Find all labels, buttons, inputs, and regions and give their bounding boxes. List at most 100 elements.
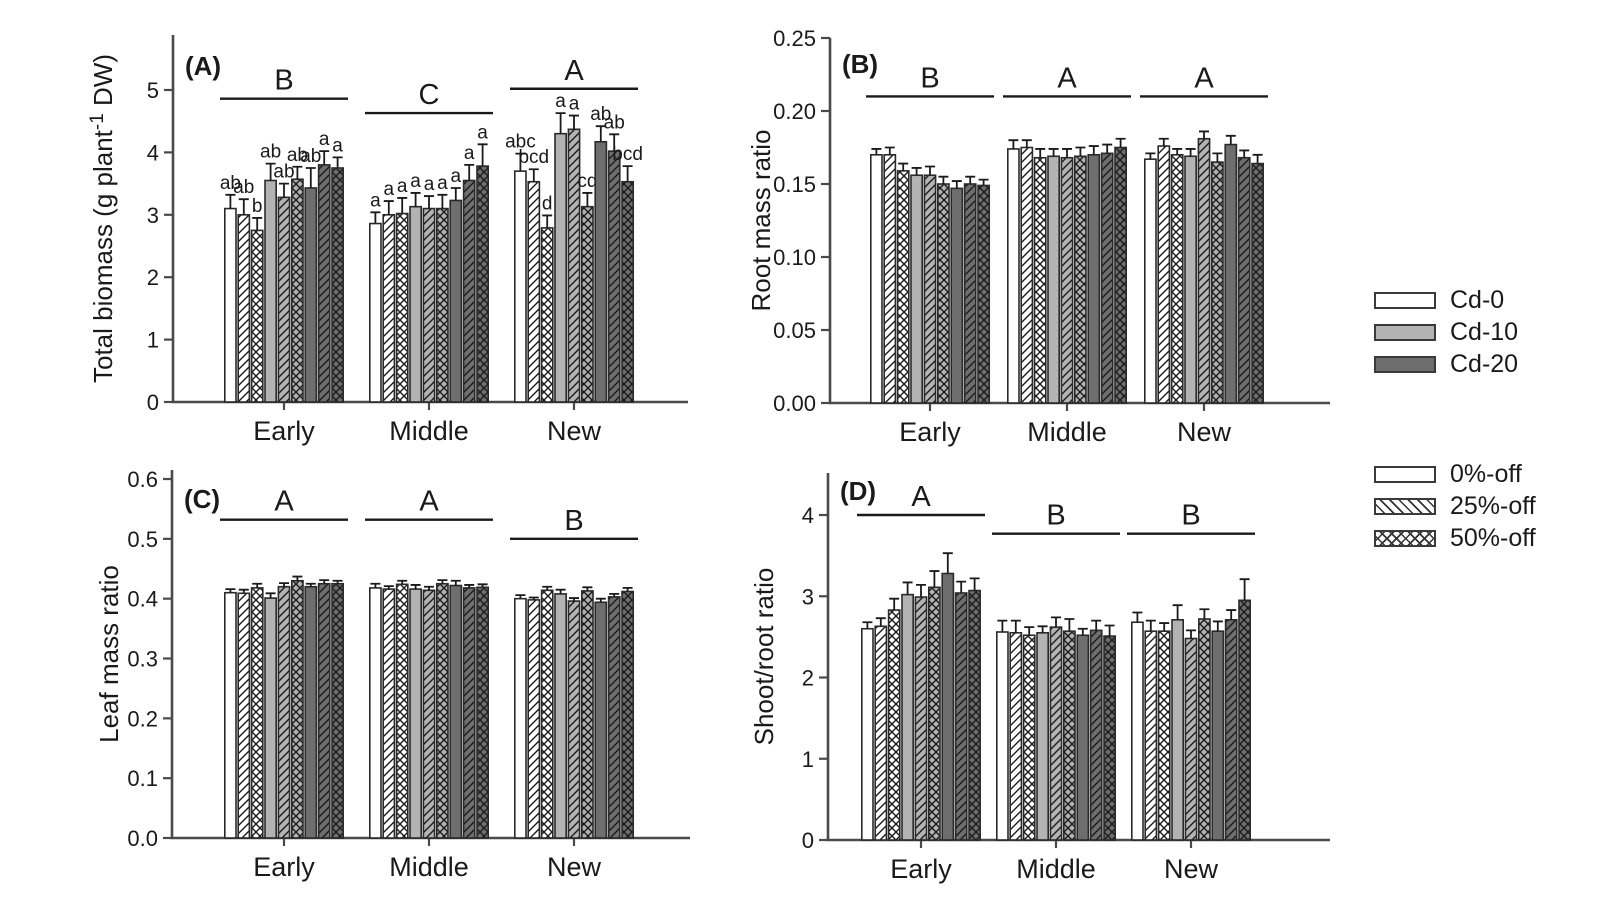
bar xyxy=(887,609,901,841)
bar xyxy=(963,183,977,404)
error-bar xyxy=(875,617,886,627)
significance-letter: bcd xyxy=(612,144,643,165)
y-tick-label: 0.4 xyxy=(127,587,158,612)
off0-label: 0%-off xyxy=(1450,460,1522,488)
error-bar xyxy=(1088,145,1099,155)
bar xyxy=(237,592,251,839)
bar xyxy=(607,150,621,403)
error-bar xyxy=(1145,619,1156,632)
significance-letter: a xyxy=(437,173,448,194)
bar xyxy=(462,179,476,403)
bar xyxy=(1022,634,1036,841)
error-bar xyxy=(252,582,263,588)
error-bar xyxy=(1051,616,1061,628)
error-bar xyxy=(942,552,953,574)
bar xyxy=(462,587,476,839)
x-category-label: New xyxy=(1164,854,1219,884)
off25-swatch xyxy=(1374,498,1436,515)
error-bar xyxy=(397,197,408,214)
significance-letter: ab xyxy=(590,104,611,125)
bar xyxy=(449,199,463,403)
error-bar xyxy=(555,588,566,594)
x-category-label: Middle xyxy=(1027,417,1107,447)
error-bar xyxy=(515,152,526,172)
error-bar xyxy=(1239,578,1250,601)
error-bar xyxy=(238,198,249,215)
error-bar xyxy=(1252,153,1263,164)
error-bar xyxy=(528,168,539,182)
panel-tag: (C) xyxy=(184,484,220,514)
error-bar xyxy=(1104,624,1115,637)
bar xyxy=(896,170,910,404)
bar xyxy=(1184,155,1197,404)
error-bar xyxy=(1132,611,1143,623)
bar xyxy=(968,589,981,841)
error-bar xyxy=(1062,148,1072,158)
error-bar xyxy=(542,585,553,591)
group-letter: B xyxy=(274,65,293,97)
bar xyxy=(1157,145,1171,404)
y-tick-label: 3 xyxy=(147,203,159,228)
bar xyxy=(1076,634,1090,841)
bar xyxy=(264,179,277,403)
error-bar xyxy=(1172,604,1183,620)
error-bar xyxy=(1021,139,1032,148)
error-bar xyxy=(319,150,330,165)
group-letter: A xyxy=(911,481,931,513)
bar xyxy=(277,196,291,403)
bar xyxy=(1033,156,1047,404)
error-bar xyxy=(370,211,381,224)
y-tick-label: 0.6 xyxy=(127,467,158,492)
bar xyxy=(395,583,409,839)
y-axis-label: Leaf mass ratio xyxy=(94,565,124,743)
off50-label: 50%-off xyxy=(1450,524,1536,552)
bar xyxy=(449,584,463,839)
bar xyxy=(290,178,304,403)
panel-C: 0.0 0.1 0.2 0.3 0.4 0.5 0.6 Early A Middle A New B (C… xyxy=(94,467,690,882)
significance-letter: ab xyxy=(287,145,308,166)
bar xyxy=(304,187,318,403)
error-bar xyxy=(951,180,962,189)
error-bar xyxy=(292,165,303,180)
y-tick-label: 0.20 xyxy=(773,99,816,124)
error-bar xyxy=(1186,629,1196,639)
bar xyxy=(422,207,436,403)
x-category-label: Early xyxy=(253,852,315,882)
error-bar xyxy=(265,592,276,599)
error-bar xyxy=(477,143,488,167)
bar xyxy=(1211,161,1224,404)
bar xyxy=(1020,146,1034,404)
bar xyxy=(607,596,621,839)
significance-letter: a xyxy=(384,179,395,200)
significance-letter: b xyxy=(252,196,263,217)
error-bar xyxy=(437,579,448,584)
significance-letter: bcd xyxy=(518,147,549,168)
error-bar xyxy=(889,597,900,611)
error-bar xyxy=(1239,149,1250,158)
group-letter: B xyxy=(1181,500,1200,532)
error-bar xyxy=(622,587,633,592)
x-category-label: Early xyxy=(899,417,961,447)
bar xyxy=(977,184,990,404)
y-tick-label: 0.00 xyxy=(773,391,816,416)
group-letter: B xyxy=(1046,500,1065,532)
bar xyxy=(224,591,237,839)
bar xyxy=(594,601,608,839)
bar xyxy=(869,154,883,404)
legend-cadmium: Cd-0 Cd-10 Cd-20 xyxy=(1374,286,1518,382)
error-bar xyxy=(450,187,461,201)
bar xyxy=(1087,154,1101,404)
bar xyxy=(527,599,541,839)
bar xyxy=(382,588,396,839)
bar xyxy=(1074,155,1087,404)
bar xyxy=(513,597,527,839)
error-bar xyxy=(1064,618,1075,632)
bar xyxy=(927,586,941,841)
bar xyxy=(580,590,594,839)
legend-item-25off: 25%-off xyxy=(1374,492,1536,521)
error-bar xyxy=(1048,148,1059,157)
group-letter: B xyxy=(920,62,939,94)
y-tick-label: 1 xyxy=(802,747,814,772)
bar xyxy=(409,588,422,839)
error-bar xyxy=(305,167,316,188)
